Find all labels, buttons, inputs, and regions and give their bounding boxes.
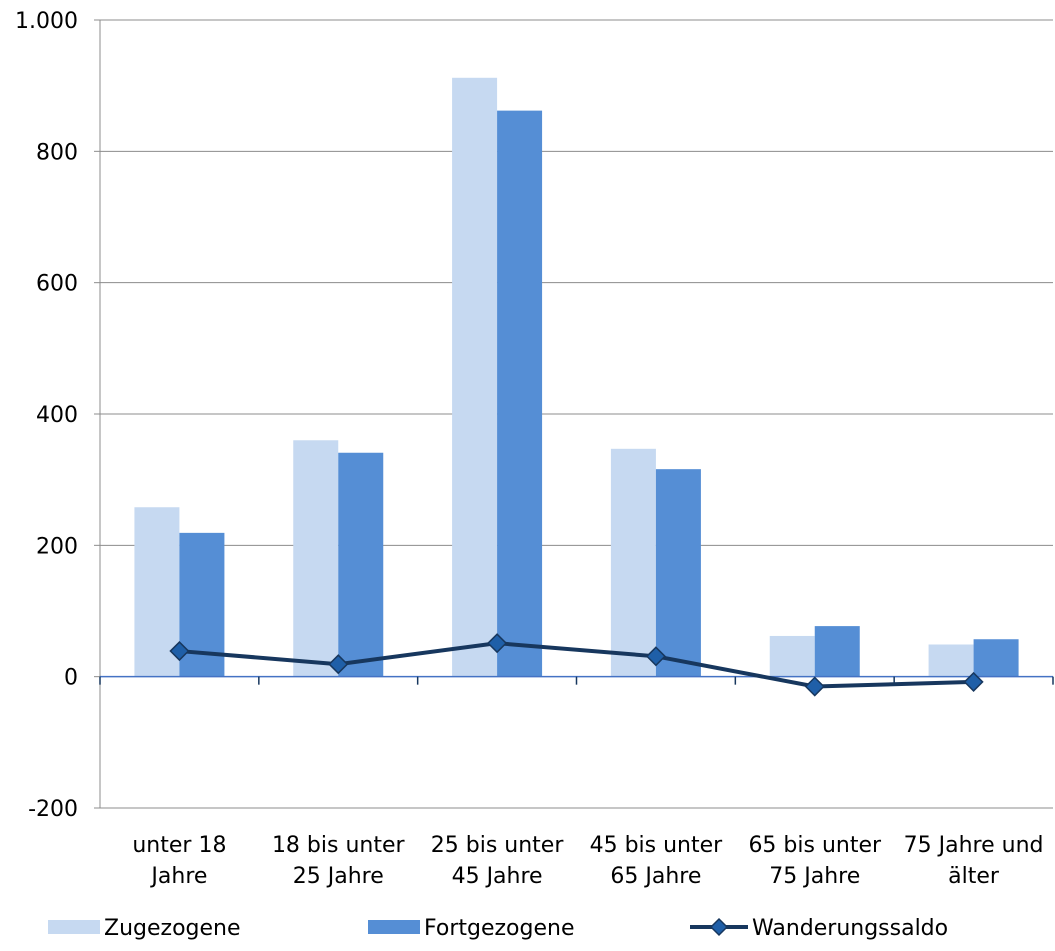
legend-swatch-fortgezogene — [368, 920, 420, 934]
saldo-marker — [328, 654, 349, 675]
saldo-marker — [645, 646, 666, 667]
saldo-marker — [963, 671, 984, 692]
axes — [94, 19, 1054, 809]
bar-zugezogene — [293, 440, 339, 677]
y-tick-label: 800 — [36, 140, 78, 165]
y-tick-label: 400 — [36, 403, 78, 428]
legend: Zugezogene Fortgezogene Wanderungssaldo — [48, 916, 948, 941]
legend-label: Wanderungssaldo — [752, 916, 948, 941]
bars — [134, 77, 1019, 677]
y-tick-label: 200 — [36, 534, 78, 559]
y-tick-labels: -200 0 200 400 600 800 1.000 — [15, 9, 78, 822]
bar-fortgezogene — [814, 626, 860, 677]
x-tick-labels: unter 18 Jahre 18 bis unter 25 Jahre 25 bis … — [132, 833, 1043, 889]
saldo-marker — [487, 633, 508, 654]
x-tick-label: 18 bis unter 25 Jahre — [272, 833, 406, 889]
bar-zugezogene — [134, 507, 180, 677]
bar-fortgezogene — [655, 469, 701, 677]
saldo-marker — [804, 676, 825, 697]
y-tick-label: -200 — [28, 797, 78, 822]
bar-zugezogene — [610, 448, 656, 677]
gridlines — [100, 19, 1053, 809]
x-tick-label: unter 18 Jahre — [132, 833, 226, 889]
y-tick-label: 0 — [64, 666, 78, 691]
y-tick-label: 600 — [36, 272, 78, 297]
bar-zugezogene — [452, 77, 498, 677]
bar-fortgezogene — [973, 639, 1019, 677]
legend-label: Zugezogene — [104, 916, 241, 941]
saldo-marker — [169, 640, 190, 662]
legend-marker-icon — [709, 917, 729, 937]
legend-label: Fortgezogene — [424, 916, 575, 941]
saldo-series-line — [179, 641, 974, 689]
x-tick-label: 75 Jahre und älter — [904, 833, 1044, 889]
legend-swatch-zugezogene — [48, 920, 100, 934]
x-tick-label: 65 bis unter 75 Jahre — [748, 833, 882, 889]
bar-zugezogene — [928, 644, 974, 677]
bar-fortgezogene — [497, 110, 543, 677]
x-tick-label: 25 bis unter 45 Jahre — [431, 833, 565, 889]
bar-zugezogene — [769, 635, 815, 677]
bar-fortgezogene — [338, 452, 384, 677]
x-tick-label: 45 bis unter 65 Jahre — [590, 833, 724, 889]
saldo-line — [169, 633, 984, 697]
y-tick-label: 1.000 — [15, 9, 78, 34]
